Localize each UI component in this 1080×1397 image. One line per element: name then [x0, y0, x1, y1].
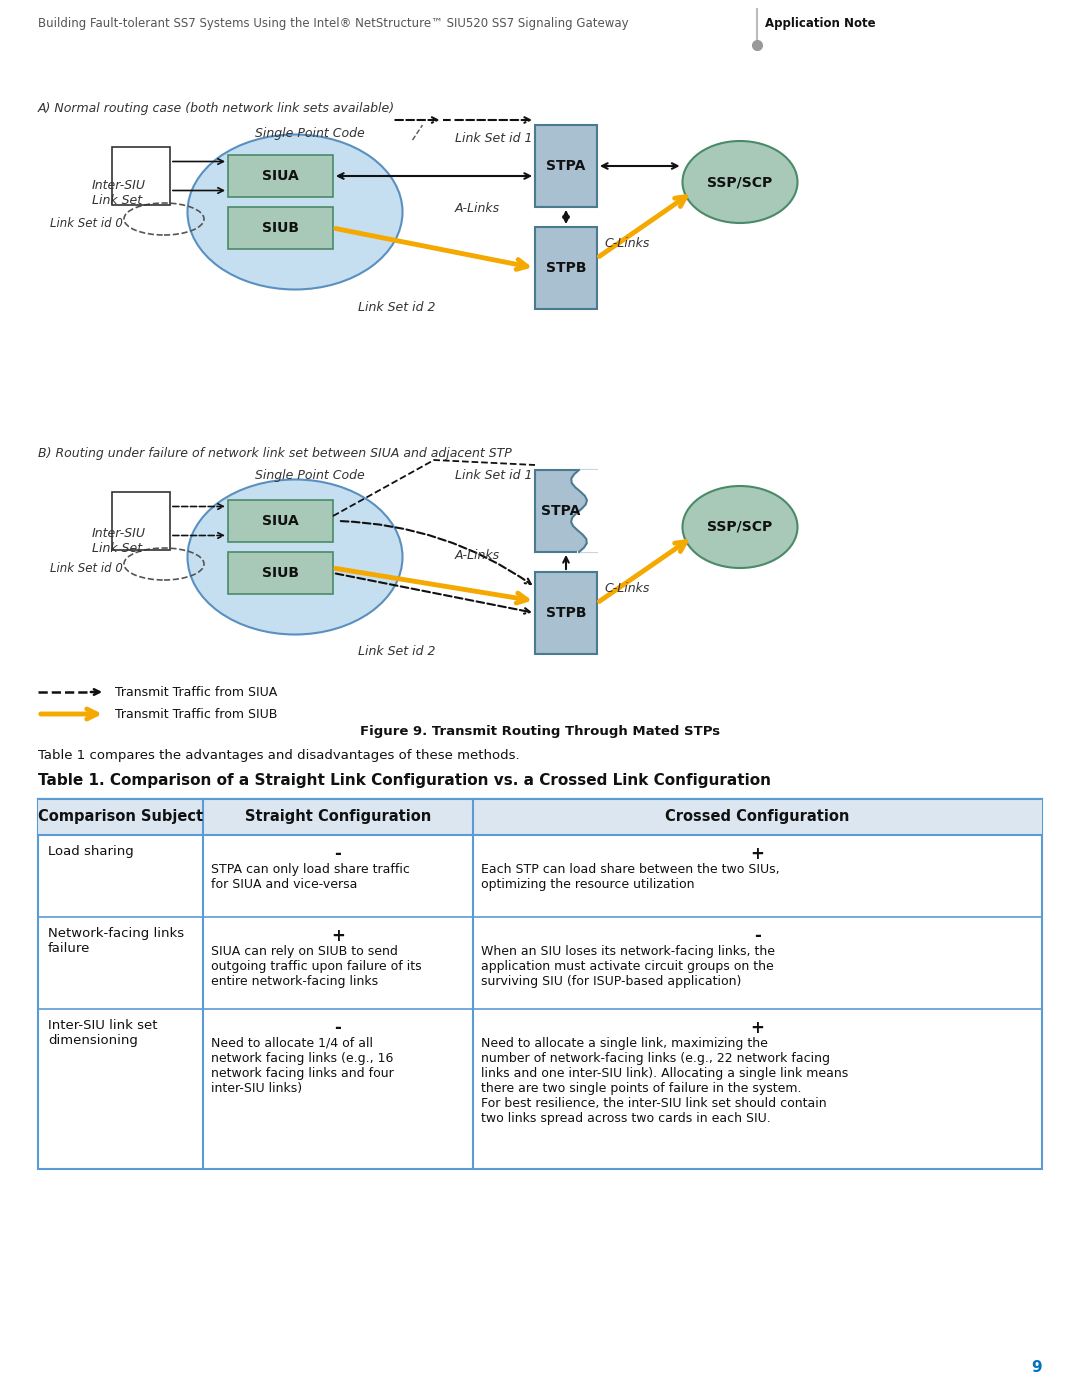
Text: -: - — [754, 928, 761, 944]
Text: SIUA: SIUA — [262, 514, 299, 528]
Text: Table 1. Comparison of a Straight Link Configuration vs. a Crossed Link Configur: Table 1. Comparison of a Straight Link C… — [38, 773, 771, 788]
Text: Straight Configuration: Straight Configuration — [245, 809, 431, 824]
Text: Inter-SIU
Link Set: Inter-SIU Link Set — [92, 527, 146, 555]
Text: A-Links: A-Links — [455, 549, 500, 562]
Text: -: - — [335, 845, 341, 863]
Text: +: + — [751, 845, 765, 863]
Text: +: + — [332, 928, 345, 944]
FancyBboxPatch shape — [38, 799, 1042, 835]
Text: +: + — [751, 1018, 765, 1037]
Text: Application Note: Application Note — [765, 18, 876, 31]
Text: SIUB: SIUB — [262, 221, 299, 235]
Text: Load sharing: Load sharing — [48, 845, 134, 858]
FancyBboxPatch shape — [535, 469, 597, 552]
Text: Single Point Code: Single Point Code — [255, 469, 365, 482]
Text: Crossed Configuration: Crossed Configuration — [665, 809, 850, 824]
Ellipse shape — [683, 141, 797, 224]
Text: 9: 9 — [1031, 1361, 1042, 1375]
Text: A-Links: A-Links — [455, 203, 500, 215]
Text: STPA: STPA — [541, 504, 581, 518]
Text: C-Links: C-Links — [604, 237, 649, 250]
Text: Each STP can load share between the two SIUs,
optimizing the resource utilizatio: Each STP can load share between the two … — [481, 863, 780, 891]
Text: SIUA can rely on SIUB to send
outgoing traffic upon failure of its
entire networ: SIUA can rely on SIUB to send outgoing t… — [211, 944, 421, 988]
FancyBboxPatch shape — [228, 500, 333, 542]
FancyBboxPatch shape — [228, 552, 333, 594]
Text: Link Set id 2: Link Set id 2 — [357, 300, 435, 314]
Text: Building Fault-tolerant SS7 Systems Using the Intel® NetStructure™ SIU520 SS7 Si: Building Fault-tolerant SS7 Systems Usin… — [38, 18, 629, 31]
FancyBboxPatch shape — [38, 799, 1042, 1169]
Ellipse shape — [188, 479, 403, 634]
Text: A) Normal routing case (both network link sets available): A) Normal routing case (both network lin… — [38, 102, 395, 115]
Text: Inter-SIU link set
dimensioning: Inter-SIU link set dimensioning — [48, 1018, 158, 1046]
FancyBboxPatch shape — [535, 124, 597, 207]
Text: Link Set id 0: Link Set id 0 — [50, 217, 123, 231]
Text: Table 1 compares the advantages and disadvantages of these methods.: Table 1 compares the advantages and disa… — [38, 749, 519, 761]
Text: Need to allocate a single link, maximizing the
number of network-facing links (e: Need to allocate a single link, maximizi… — [481, 1037, 848, 1125]
Text: C-Links: C-Links — [604, 583, 649, 595]
Text: Link Set id 0: Link Set id 0 — [50, 562, 123, 576]
Text: Inter-SIU
Link Set: Inter-SIU Link Set — [92, 179, 146, 207]
Text: Network-facing links
failure: Network-facing links failure — [48, 928, 184, 956]
Text: SSP/SCP: SSP/SCP — [707, 175, 772, 189]
Text: When an SIU loses its network-facing links, the
application must activate circui: When an SIU loses its network-facing lin… — [481, 944, 775, 988]
Text: Need to allocate 1/4 of all
network facing links (e.g., 16
network facing links : Need to allocate 1/4 of all network faci… — [211, 1037, 394, 1095]
Text: STPB: STPB — [545, 606, 586, 620]
Ellipse shape — [188, 134, 403, 289]
Text: Link Set id 1: Link Set id 1 — [455, 469, 532, 482]
Text: B) Routing under failure of network link set between SIUA and adjacent STP: B) Routing under failure of network link… — [38, 447, 512, 460]
Text: STPB: STPB — [545, 261, 586, 275]
Text: STPA can only load share traffic
for SIUA and vice-versa: STPA can only load share traffic for SIU… — [211, 863, 410, 891]
Polygon shape — [571, 469, 602, 552]
Text: Single Point Code: Single Point Code — [255, 127, 365, 140]
Text: SIUB: SIUB — [262, 566, 299, 580]
Ellipse shape — [683, 486, 797, 569]
Text: Comparison Subject: Comparison Subject — [38, 809, 203, 824]
Text: Transmit Traffic from SIUB: Transmit Traffic from SIUB — [114, 707, 278, 721]
Text: -: - — [335, 1018, 341, 1037]
Text: Link Set id 2: Link Set id 2 — [357, 645, 435, 658]
Text: SSP/SCP: SSP/SCP — [707, 520, 772, 534]
Text: Transmit Traffic from SIUA: Transmit Traffic from SIUA — [114, 686, 278, 698]
FancyBboxPatch shape — [228, 155, 333, 197]
FancyBboxPatch shape — [535, 571, 597, 654]
FancyBboxPatch shape — [535, 226, 597, 309]
Text: STPA: STPA — [546, 159, 585, 173]
Text: Figure 9. Transmit Routing Through Mated STPs: Figure 9. Transmit Routing Through Mated… — [360, 725, 720, 738]
FancyBboxPatch shape — [228, 207, 333, 249]
Text: Link Set id 1: Link Set id 1 — [455, 131, 532, 145]
Text: SIUA: SIUA — [262, 169, 299, 183]
